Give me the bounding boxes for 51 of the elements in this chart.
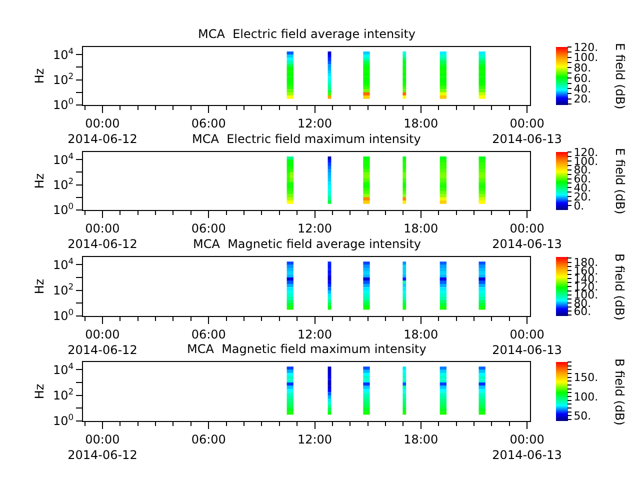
y-tick-label: 10$^{4}$ bbox=[52, 150, 74, 167]
y-tick-label: 10$^{2}$ bbox=[52, 386, 74, 403]
x-tick-label: 06:00 bbox=[191, 327, 226, 342]
x-tick-label: 00:00 2014-06-13 bbox=[492, 116, 562, 146]
y-axis-title: Hz bbox=[32, 278, 46, 294]
chart-title: MCA Magnetic field average intensity bbox=[193, 237, 422, 251]
chart-title: MCA Magnetic field maximum intensity bbox=[187, 342, 426, 356]
y-axis-title: Hz bbox=[32, 173, 46, 189]
x-tick-label: 06:00 bbox=[191, 116, 226, 130]
x-tick-label: 00:00 2014-06-13 bbox=[492, 327, 562, 357]
x-tick-label: 00:00 2014-06-13 bbox=[492, 221, 562, 251]
x-tick-label: 12:00 bbox=[297, 327, 332, 342]
y-tick-label: 10$^{2}$ bbox=[52, 282, 74, 298]
chart-title: MCA Electric field average intensity bbox=[198, 27, 416, 41]
color-bar-label: 120. bbox=[574, 40, 598, 54]
x-tick-label: 12:00 bbox=[297, 221, 332, 236]
color-bar-title: B field (dB) bbox=[612, 358, 626, 426]
y-tick-label: 10$^{0}$ bbox=[52, 412, 74, 428]
y-tick-label: 10$^{4}$ bbox=[52, 46, 74, 62]
y-tick-label: 10$^{0}$ bbox=[52, 307, 74, 324]
x-tick-label: 00:00 2014-06-13 bbox=[492, 432, 562, 462]
x-tick-label: 18:00 bbox=[404, 221, 438, 236]
y-tick-label: 10$^{0}$ bbox=[52, 96, 74, 112]
x-tick-label: 00:00 2014-06-12 bbox=[68, 221, 138, 251]
color-bar-label: 20. bbox=[574, 92, 592, 106]
x-tick-label: 00:00 2014-06-12 bbox=[68, 116, 138, 146]
y-tick-label: 10$^{2}$ bbox=[52, 176, 74, 192]
color-bar-title: E field (dB) bbox=[613, 43, 627, 110]
x-tick-label: 00:00 2014-06-12 bbox=[68, 432, 138, 462]
x-tick-label: 12:00 bbox=[297, 116, 332, 130]
color-bar-title: B field (dB) bbox=[612, 254, 626, 320]
color-bar-label: 40. bbox=[574, 82, 592, 96]
y-tick-label: 10$^{0}$ bbox=[52, 201, 74, 218]
color-bar-label: 150. bbox=[574, 371, 598, 384]
x-tick-label: 12:00 bbox=[297, 432, 332, 446]
color-bar-title: E field (dB) bbox=[613, 148, 627, 214]
x-tick-label: 00:00 2014-06-12 bbox=[68, 327, 138, 357]
x-tick-label: 18:00 bbox=[404, 116, 438, 130]
x-tick-label: 06:00 bbox=[191, 432, 226, 446]
x-tick-label: 18:00 bbox=[404, 432, 438, 446]
x-tick-label: 06:00 bbox=[191, 221, 226, 236]
y-tick-label: 10$^{4}$ bbox=[52, 360, 74, 377]
color-bar-label: 100. bbox=[574, 51, 598, 64]
color-bar-label: 50. bbox=[574, 409, 592, 422]
y-axis-title: Hz bbox=[32, 68, 46, 84]
color-bar-label: 100. bbox=[574, 390, 598, 404]
chart-title: MCA Electric field maximum intensity bbox=[192, 132, 421, 146]
x-tick-label: 18:00 bbox=[404, 327, 438, 342]
y-tick-label: 10$^{2}$ bbox=[52, 70, 74, 87]
y-axis-title: Hz bbox=[32, 384, 46, 400]
y-tick-label: 10$^{4}$ bbox=[52, 256, 74, 272]
